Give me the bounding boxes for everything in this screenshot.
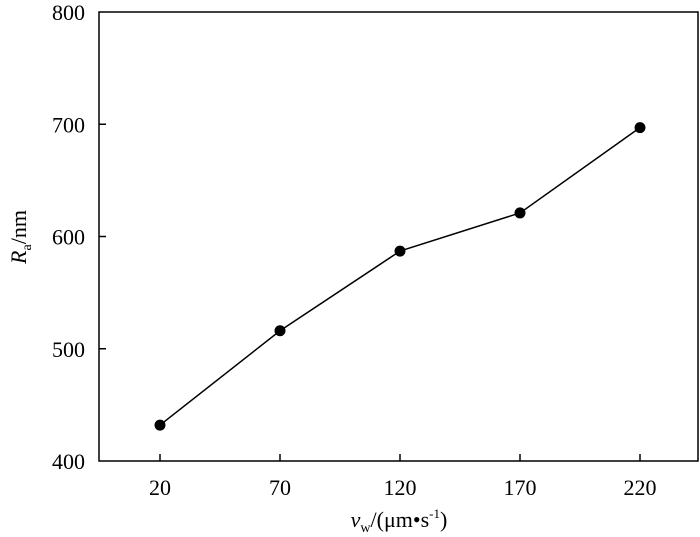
x-tick-label: 170 bbox=[504, 475, 537, 500]
data-point bbox=[514, 207, 526, 219]
x-axis-label: vw/(μm•s-1) bbox=[351, 506, 448, 536]
x-tick-label: 70 bbox=[269, 475, 291, 500]
x-tick-label: 220 bbox=[624, 475, 657, 500]
y-tick-label: 500 bbox=[52, 337, 85, 362]
x-axis-unit-close: ) bbox=[440, 507, 447, 532]
data-point bbox=[394, 245, 406, 257]
y-axis-unit: /nm bbox=[6, 210, 31, 244]
x-tick-label: 120 bbox=[384, 475, 417, 500]
x-axis-symbol: v bbox=[351, 507, 361, 532]
data-point bbox=[274, 325, 286, 337]
y-axis-label: Ra/nm bbox=[6, 210, 35, 265]
y-axis-subscript: a bbox=[20, 244, 35, 251]
series-line bbox=[159, 127, 641, 426]
y-axis-symbol: R bbox=[6, 250, 31, 265]
y-axis: 400 500 600 700 800 bbox=[52, 0, 106, 474]
data-point bbox=[154, 419, 166, 431]
plot-frame bbox=[98, 11, 699, 462]
y-tick-label: 600 bbox=[52, 225, 85, 250]
x-tick-label: 20 bbox=[149, 475, 171, 500]
y-tick-label: 800 bbox=[52, 0, 85, 25]
x-axis-unit-mid: •s bbox=[413, 507, 429, 532]
x-axis-subscript: w bbox=[360, 521, 371, 536]
y-tick-label: 400 bbox=[52, 449, 85, 474]
data-point bbox=[634, 122, 646, 134]
x-axis-unit-open: /(μm bbox=[371, 507, 413, 532]
x-axis: 20 70 120 170 220 bbox=[149, 454, 657, 500]
y-tick-label: 700 bbox=[52, 112, 85, 137]
x-axis-superscript: -1 bbox=[429, 506, 440, 521]
data-points bbox=[154, 122, 646, 431]
